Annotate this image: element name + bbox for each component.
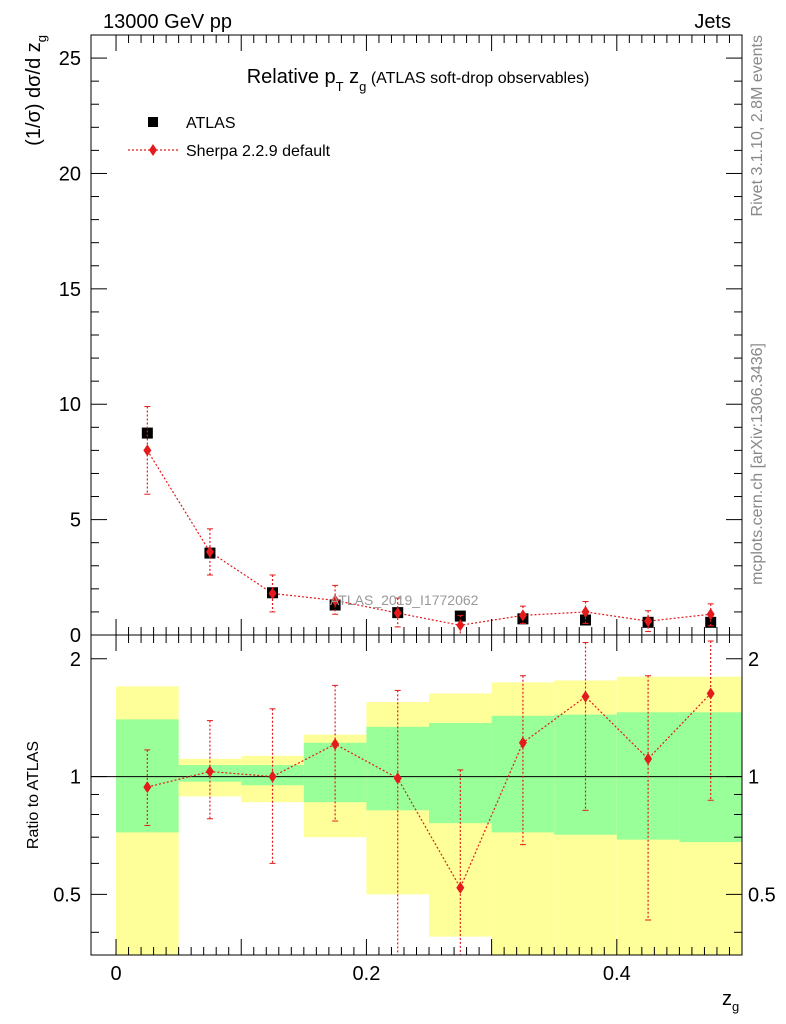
ratio-xlabel-text: z — [722, 988, 732, 1010]
mc-point-6 — [518, 609, 527, 622]
mc-point-5 — [456, 619, 465, 632]
legend-data-label: ATLAS — [186, 115, 236, 132]
ratio-ytick-label-right-0: 0.5 — [748, 884, 776, 906]
plot-title: Relative pT zg (ATLAS soft-drop observab… — [247, 66, 590, 94]
ratio-ytick-label-left-2: 2 — [70, 649, 81, 671]
atlas-point-0 — [141, 427, 153, 439]
main-plot-marks — [141, 406, 717, 636]
title-sub-t: T — [336, 79, 344, 94]
mc-series-line — [146, 450, 711, 626]
band-stat-3 — [303, 742, 367, 803]
ratio-xlabel-sub: g — [732, 999, 739, 1014]
legend-mc-marker — [149, 144, 157, 156]
band-stat-5 — [429, 723, 492, 824]
mc-point-8 — [644, 615, 653, 628]
ratio-ytick-label-right-1: 1 — [748, 767, 759, 789]
ratio-point-0 — [143, 781, 152, 794]
main-ylabel-sub: g — [34, 35, 49, 42]
ratio-point-7 — [581, 690, 590, 703]
ratio-xtick-label-0: 0 — [110, 963, 121, 985]
title-sub-g: g — [359, 79, 366, 94]
band-stat-0 — [116, 719, 179, 833]
ratio-point-3 — [331, 738, 340, 751]
ratio-point-6 — [518, 736, 527, 749]
side-label-rivet: Rivet 3.1.10, 2.8M events — [749, 35, 766, 216]
legend: ATLAS Sherpa 2.2.9 default — [128, 115, 331, 160]
main-ylabel-text: (1/σ) dσ/d z — [23, 42, 45, 146]
legend-data-marker — [148, 117, 158, 127]
legend-mc-label: Sherpa 2.2.9 default — [186, 143, 331, 160]
ratio-xlabel: zg — [722, 988, 739, 1014]
mc-point-1 — [205, 545, 214, 558]
main-ytick-label-0: 0 — [70, 625, 81, 647]
ratio-xtick-label-1: 0.2 — [353, 963, 381, 985]
mc-point-3 — [331, 594, 340, 607]
main-ylabel: (1/σ) dσ/d zg — [23, 35, 49, 146]
title-var: z — [344, 66, 360, 88]
title-suffix: (ATLAS soft-drop observables) — [366, 70, 589, 87]
ratio-ytick-label-left-0: 0.5 — [53, 884, 81, 906]
atlas-point-7 — [580, 614, 592, 626]
mc-point-9 — [706, 608, 715, 621]
ratio-ytick-label-right-2: 2 — [748, 649, 759, 671]
ratio-point-5 — [456, 881, 465, 894]
ratio-point-9 — [706, 687, 715, 700]
mc-point-2 — [268, 587, 277, 600]
energy-label: 13000 GeV pp — [103, 11, 232, 33]
analysis-watermark: ATLAS_2019_I1772062 — [330, 592, 479, 608]
ratio-ytick-label-left-1: 1 — [70, 767, 81, 789]
mc-point-4 — [393, 607, 402, 620]
ratio-ylabel: Ratio to ATLAS — [25, 741, 42, 849]
atlas-point-9 — [705, 616, 717, 628]
main-ytick-label-5: 25 — [59, 48, 81, 70]
ratio-point-8 — [644, 752, 653, 765]
title-prefix: Relative p — [247, 66, 336, 88]
ratio-point-1 — [205, 765, 214, 778]
ratio-point-2 — [268, 770, 277, 783]
main-ytick-label-1: 5 — [70, 510, 81, 532]
side-label-mcplots: mcplots.cern.ch [arXiv:1306.3436] — [749, 343, 766, 585]
main-ytick-label-4: 20 — [59, 163, 81, 185]
ratio-plot-marks — [143, 640, 715, 955]
mc-point-7 — [581, 605, 590, 618]
ratio-point-4 — [393, 772, 402, 785]
category-label: Jets — [694, 11, 731, 33]
ratio-xtick-label-2: 0.4 — [603, 963, 631, 985]
mc-point-0 — [143, 444, 152, 457]
main-ytick-label-2: 10 — [59, 394, 81, 416]
ratio-series-line — [147, 693, 712, 890]
axes: 0 5 10 15 20 25 0 0.2 0.4 0.5 0.5 1 1 2 2 — [53, 34, 776, 985]
main-ytick-label-3: 15 — [59, 279, 81, 301]
